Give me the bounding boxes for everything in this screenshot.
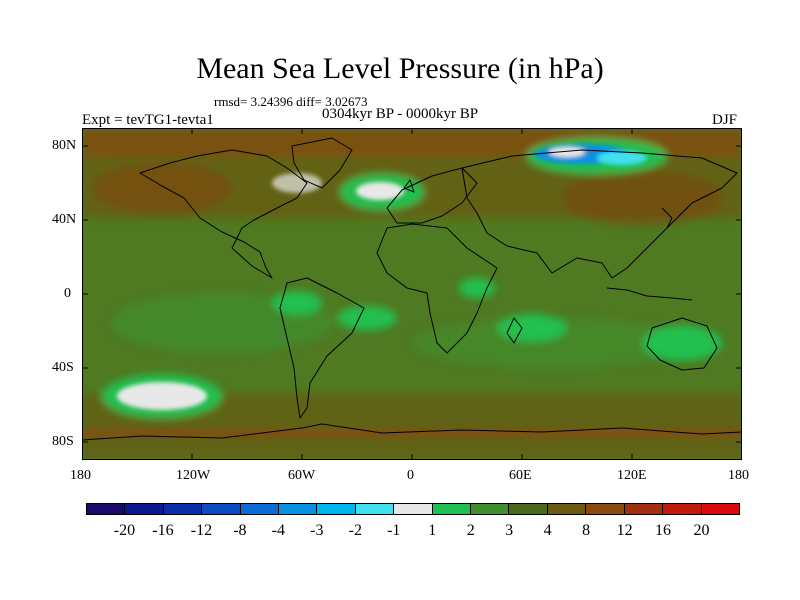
colorbar-swatch [547,504,587,514]
colorbar-swatch [509,504,548,514]
map-plot [82,128,742,460]
colorbar-swatch [87,504,126,514]
anomaly-high-north-pacific [92,163,232,213]
coast-africa [376,223,498,354]
x-tick-label: 180 [728,468,749,483]
coast-madagascar [506,317,523,344]
anomaly-barents-white [549,147,585,157]
x-tick-label: 0 [407,468,414,483]
anomaly-barents-cyan [597,151,647,165]
coast-australia [646,317,718,371]
colorbar-swatch [125,504,164,514]
coast-greenland [291,137,353,189]
coastlines [82,137,742,441]
x-tick-label: 180 [70,468,91,483]
anomaly-antarctic-coast [82,428,742,438]
experiment-label: Expt = tevTG1-tevta1 [82,112,214,128]
colorbar-swatch [432,504,472,514]
y-tick-label: 80S [52,434,74,449]
x-tick-label: 60W [288,468,316,483]
colorbar-label: 2 [466,522,475,539]
coast-japan [661,207,673,229]
anomaly-low-indian-ocean [497,314,567,342]
colorbar [86,503,740,515]
colorbar-label: -1 [387,522,401,539]
colorbar-swatch [663,504,702,514]
anomaly-low-south-atlantic-small [337,306,397,330]
colorbar-swatch [355,504,395,514]
colorbar-label: -3 [310,522,324,539]
colorbar-label: -4 [271,522,286,539]
colorbar-label: -8 [233,522,247,539]
colorbar-label: 1 [428,522,437,539]
colorbar-swatch [317,504,356,514]
anomaly-south-atlantic [412,318,692,368]
coast-europe [386,167,478,224]
colorbar-swatch [701,504,739,514]
colorbar-label: -12 [190,522,213,539]
y-tick-label: 0 [64,286,71,301]
colorbar-swatch [394,504,433,514]
anomaly-low-africa [459,278,495,298]
chart-title: Mean Sea Level Pressure (in hPa) [196,52,604,85]
anomaly-high-asia [562,170,722,226]
y-tick-label: 40N [52,212,77,227]
coast-asia [461,149,738,279]
coast-uk [403,179,415,193]
y-tick-label: 80N [52,138,77,153]
y-tick-label: 40S [52,360,74,375]
period-text: 0304kyr BP - 0000kyr BP [322,106,479,122]
colorbar-label: -2 [348,522,362,539]
colorbar-label: 12 [616,522,633,539]
coast-south-america [279,277,365,419]
colorbar-swatch [202,504,241,514]
stats-text: rmsd= 3.24396 diff= 3.02673 [214,94,368,109]
colorbar-swatch [163,504,203,514]
coast-indonesia [606,287,693,301]
colorbar-swatch [471,504,510,514]
anomaly-core-south-pacific [117,382,207,410]
colorbar-label: -16 [152,522,174,539]
colorbar-swatch [624,504,664,514]
colorbar-label: 3 [505,522,514,539]
x-tick-label: 120W [176,468,211,483]
x-tick-label: 60E [509,468,532,483]
anomaly-core-north-atlantic [356,182,404,200]
colorbar-swatch [240,504,280,514]
coast-north-america [139,149,308,279]
colorbar-label: 20 [693,522,710,539]
colorbar-swatch [279,504,318,514]
colorbar-label: 16 [655,522,672,539]
colorbar-swatch [586,504,625,514]
colorbar-label: -20 [113,522,136,539]
anomaly-low-australia [642,325,722,361]
x-tick-label: 120E [617,468,647,483]
coast-antarctica [82,423,742,441]
anomaly-core-greenland [272,173,322,193]
anomaly-low-equatorial-east-pacific [272,291,322,315]
colorbar-label: 4 [543,522,552,539]
plot-frame [82,128,742,460]
season-label: DJF [712,112,738,128]
colorbar-label: 8 [582,522,591,539]
